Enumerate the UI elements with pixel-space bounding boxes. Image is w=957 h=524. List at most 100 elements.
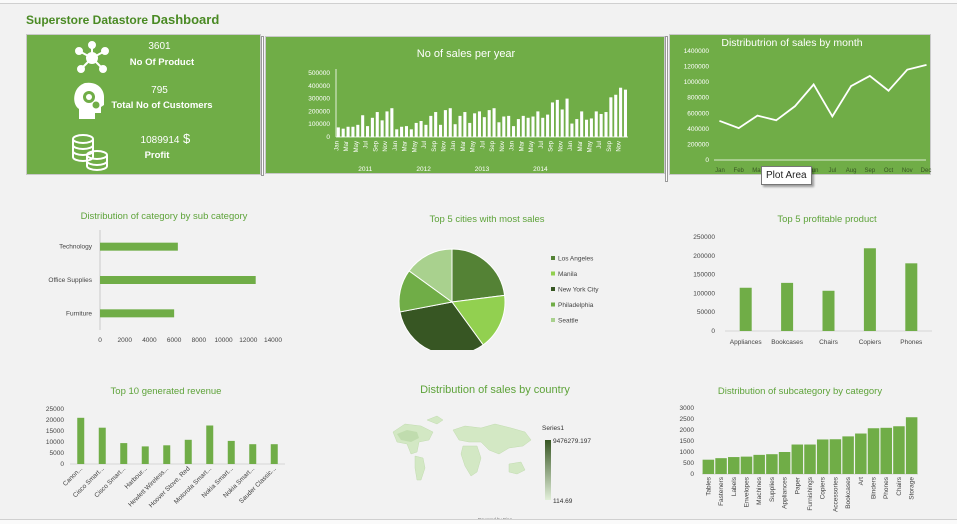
bar [905, 263, 918, 331]
bar [375, 112, 379, 137]
bar [880, 427, 892, 474]
bar [855, 433, 867, 474]
x-tick-label: Storage [909, 477, 916, 500]
y-tick-label: 800000 [687, 95, 709, 102]
line-point [756, 114, 759, 117]
bar [715, 458, 727, 474]
bar [580, 111, 584, 137]
bar [531, 116, 535, 137]
resize-handle-right[interactable] [665, 36, 668, 182]
month-label: May [471, 141, 477, 152]
bar [550, 102, 554, 137]
resize-handle-left[interactable] [261, 36, 264, 176]
x-tick-label: 2000 [117, 337, 132, 344]
bar [414, 122, 418, 137]
sales-by-country-chart[interactable]: Distribution of sales by country Series1… [385, 380, 605, 523]
top-revenue-chart[interactable]: Top 10 generated revenue 0 5000 10000 15000 2… [30, 380, 305, 520]
bar [781, 282, 794, 331]
x-tick-label: Chairs [896, 476, 903, 496]
bar [497, 122, 501, 137]
y-tick-label: 0 [690, 471, 694, 478]
bar [842, 436, 854, 474]
top-cities-chart[interactable]: Top 5 cities with most sales Los Angeles M… [385, 205, 605, 350]
x-tick-label: Copiers [820, 476, 827, 499]
line-point [869, 75, 871, 77]
bar [507, 115, 511, 137]
bar [473, 113, 477, 137]
bar [753, 454, 765, 474]
legend-swatch [551, 271, 555, 276]
x-tick-label: Phones [900, 339, 923, 346]
y-tick-label: 200000 [308, 108, 330, 115]
kpi-panel[interactable]: 3601 No Of Product 795 Total No of Custo… [26, 34, 261, 175]
x-tick-label: Bookcases [771, 339, 804, 346]
x-tick-label: Accessories [832, 476, 839, 512]
bar [739, 287, 752, 331]
month-label: Jul [597, 141, 603, 149]
month-label: Jan [334, 141, 340, 151]
x-tick-label: Bookcases [845, 476, 852, 509]
sales-per-year-panel[interactable]: No of sales per year 0 100000 200000 300000 4… [265, 36, 665, 174]
bar [439, 124, 443, 137]
month-label: Nov [617, 141, 623, 152]
y-tick-label: 1000000 [684, 79, 710, 86]
y-tick-label: 25000 [46, 406, 64, 413]
kpi-profit-label: Profit [144, 150, 170, 161]
bar [816, 439, 829, 474]
head-gears-icon [74, 82, 105, 119]
y-tick-label: 400000 [308, 83, 330, 90]
series-line [719, 64, 927, 130]
category-label: Technology [59, 244, 93, 251]
month-label: May [588, 141, 594, 152]
legend-label: New York City [558, 287, 599, 294]
line-point [906, 68, 909, 71]
chart-title: Distribution of category by sub category [81, 211, 248, 222]
y-tick-label: 150000 [693, 272, 715, 279]
x-tick-label: Jul [829, 168, 837, 174]
y-tick-label: 5000 [50, 450, 65, 457]
bar [453, 124, 457, 137]
bar [604, 112, 608, 137]
bar [227, 440, 235, 464]
bar [100, 309, 175, 318]
category-sub-chart[interactable]: Distribution of category by sub category… [30, 205, 302, 350]
bar [728, 457, 740, 474]
dashboard-title: Superstore Datastore Dashboard [26, 12, 220, 27]
x-tick-label: Jan [715, 168, 725, 174]
bar [400, 126, 404, 137]
bar [521, 115, 525, 137]
y-tick-label: 1500 [680, 438, 695, 445]
subcategory-chart[interactable]: Distribution of subcategory by category 0… [650, 380, 947, 523]
x-tick-label: Art [858, 477, 865, 486]
bar [395, 129, 399, 137]
bar [487, 110, 491, 137]
month-label: May [354, 141, 360, 152]
line-point [737, 127, 740, 129]
y-tick-label: 500 [683, 460, 694, 467]
line-point [850, 85, 852, 87]
bar [443, 110, 447, 137]
y-tick-label: 600000 [687, 110, 709, 117]
sales-by-month-panel[interactable]: Distributrion of sales by month 0 200000 40… [669, 34, 931, 175]
legend-swatch [551, 302, 555, 307]
month-label: Mar [519, 141, 525, 151]
legend-swatch [551, 318, 555, 322]
top-products-chart[interactable]: Top 5 profitable product 0 50000 100000 1500… [680, 205, 940, 353]
map-legend-gradient [545, 440, 551, 500]
month-label: Jan [568, 141, 574, 151]
month-label: Mar [403, 141, 409, 151]
bar [463, 112, 467, 137]
kpi-profit-value: 1089914 [140, 135, 180, 146]
chart-title: No of sales per year [417, 48, 516, 60]
bar [77, 417, 85, 464]
chart-title: Top 10 generated revenue [111, 386, 222, 397]
y-tick-label: 1400000 [684, 48, 710, 55]
legend-label: Philadelphia [558, 302, 594, 309]
map-legend-max: 9476279.197 [553, 438, 591, 445]
line-point [887, 89, 890, 92]
bar [434, 112, 438, 137]
bar [448, 108, 452, 137]
bar [356, 124, 360, 137]
bar [404, 126, 408, 137]
y-tick-label: 0 [711, 328, 715, 335]
